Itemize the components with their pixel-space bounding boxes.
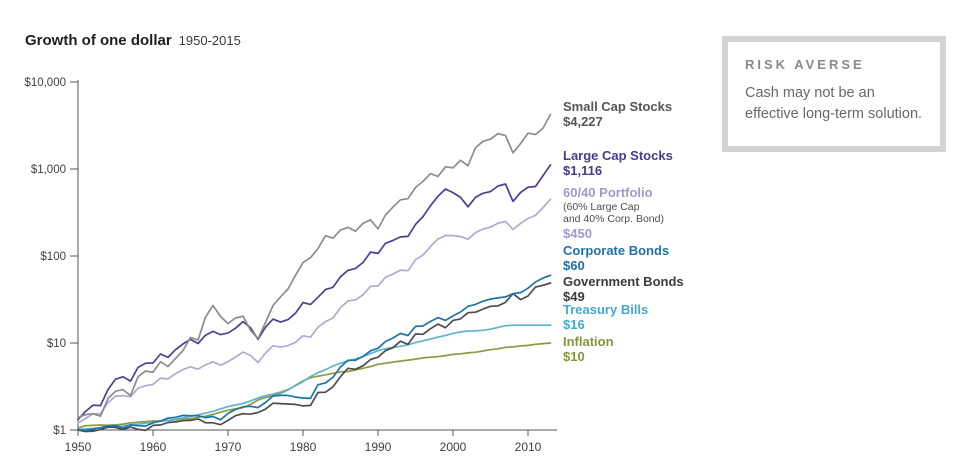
- x-tick-label: 1950: [65, 440, 92, 454]
- legend-label: Corporate Bonds: [563, 243, 670, 258]
- legend-value: $10: [563, 349, 585, 364]
- legend-large-cap-stocks: Large Cap Stocks $1,116: [563, 149, 673, 178]
- legend-value: $16: [563, 317, 585, 332]
- y-tick-label: $100: [40, 251, 66, 263]
- legend-small-cap-stocks: Small Cap Stocks $4,227: [563, 100, 672, 129]
- legend-label: Treasury Bills: [563, 302, 649, 317]
- y-tick-label: $1: [53, 425, 66, 437]
- legend-inflation: Inflation $10: [563, 335, 614, 364]
- legend-label: Small Cap Stocks: [563, 99, 673, 114]
- legend-value: $49: [563, 289, 585, 304]
- series-line-small-cap-stocks: [77, 113, 552, 419]
- x-tick-label: 1970: [215, 440, 242, 454]
- chart-title-period: 1950-2015: [178, 33, 241, 48]
- y-tick-label: $1,000: [31, 164, 66, 176]
- series-line-government-bonds: [77, 282, 552, 433]
- y-tick-label: $10: [47, 338, 66, 350]
- series-line-corporate-bonds: [77, 274, 552, 432]
- series-line-large-cap-stocks: [77, 164, 552, 421]
- legend-government-bonds: Government Bonds $49: [563, 275, 684, 304]
- callout-body: Cash may not be an effective long-term s…: [745, 85, 923, 122]
- legend-60-40-portfolio: 60/40 Portfolio (60% Large Cap and 40% C…: [563, 186, 664, 241]
- chart-title-main: Growth of one dollar: [25, 32, 172, 49]
- callout-heading: RISK AVERSE: [745, 57, 865, 72]
- x-tick-label: 2000: [440, 440, 467, 454]
- x-tick-label: 1980: [290, 440, 317, 454]
- legend-treasury-bills: Treasury Bills $16: [563, 303, 648, 332]
- x-tick-label: 1990: [365, 440, 392, 454]
- legend-value: $450: [563, 226, 592, 241]
- legend-sublabel-line2: and 40% Corp. Bond): [563, 212, 664, 225]
- legend-label: Large Cap Stocks: [563, 148, 673, 163]
- x-tick-label: 1960: [140, 440, 167, 454]
- legend-label: Inflation: [563, 334, 614, 349]
- legend-corporate-bonds: Corporate Bonds $60: [563, 244, 669, 273]
- legend-value: $60: [563, 258, 585, 273]
- legend-label: Government Bonds: [563, 274, 684, 289]
- legend-value: $1,116: [563, 163, 603, 178]
- y-tick-label: $10,000: [24, 77, 66, 89]
- legend-value: $4,227: [563, 114, 603, 129]
- x-tick-label: 2010: [515, 440, 542, 454]
- risk-averse-callout: RISK AVERSE Cash may not be an effective…: [722, 36, 946, 152]
- legend-label: 60/40 Portfolio: [563, 185, 653, 200]
- legend-sublabel-line1: (60% Large Cap: [563, 201, 640, 213]
- series-line-60-40-portfolio: [77, 198, 552, 424]
- chart-title: Growth of one dollar 1950-2015: [25, 32, 241, 50]
